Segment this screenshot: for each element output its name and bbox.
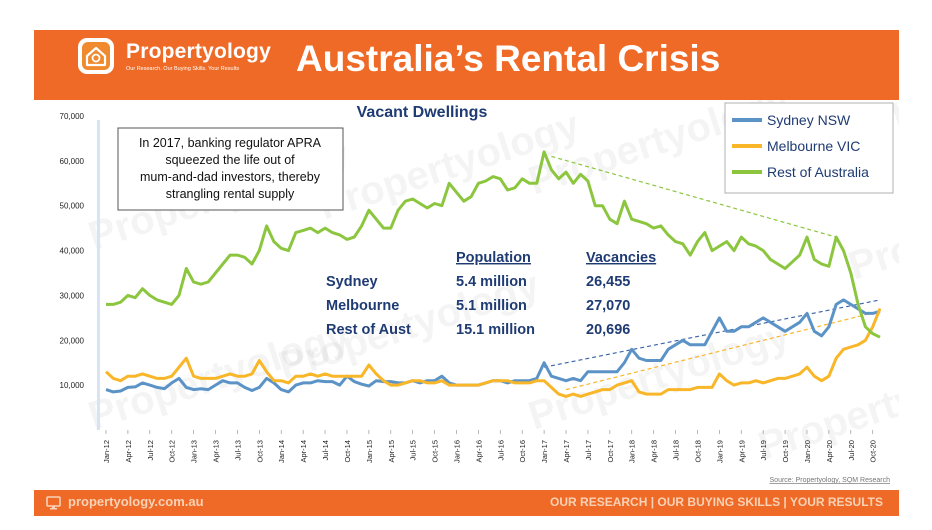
- series-line-rest-of-australia: [106, 150, 881, 339]
- stats-cell: 27,070: [586, 298, 630, 314]
- logo-house-icon: [82, 42, 110, 70]
- stats-cell: Sydney: [326, 274, 378, 290]
- x-tick-label: Jan-16: [452, 440, 461, 463]
- stats-cell: Rest of Aust: [326, 322, 411, 338]
- y-tick-label: 50,000: [60, 202, 85, 211]
- trendline-melbourne-vic: [565, 310, 881, 391]
- footer-banner: propertyology.com.au OUR RESEARCH | OUR …: [34, 490, 899, 516]
- monitor-icon: [46, 496, 61, 510]
- x-tick-label: Jul-12: [146, 440, 155, 460]
- x-axis-ticks: Jan-12 Apr-12 Jul-12 Oct-12 Jan-13 Apr-13 Jul-…: [102, 430, 878, 463]
- y-axis-ticks: 10,000 20,000 30,000 40,000 50,000 60,000 70,0…: [60, 112, 85, 390]
- x-tick-label: Jan-18: [628, 440, 637, 463]
- x-tick-label: Apr-15: [387, 440, 396, 463]
- x-tick-label: Apr-16: [474, 440, 483, 463]
- y-tick-label: 70,000: [60, 112, 85, 121]
- x-tick-label: Jul-15: [409, 440, 418, 460]
- series-lines: [104, 150, 882, 398]
- x-tick-label: Jan-20: [803, 440, 812, 463]
- legend: Sydney NSW Melbourne VIC Rest of Australia: [724, 102, 894, 194]
- x-tick-label: Apr-19: [737, 440, 746, 463]
- x-tick-label: Apr-14: [299, 440, 308, 463]
- trendline-rest-of-australia: [551, 155, 837, 238]
- x-tick-label: Apr-18: [650, 440, 659, 463]
- legend-label: Rest of Australia: [767, 164, 869, 180]
- y-axis-line: [97, 120, 100, 430]
- source-note: Source: Propertyology, SQM Research: [770, 477, 891, 484]
- page-title: Australia’s Rental Crisis: [296, 38, 721, 79]
- legend-label: Sydney NSW: [767, 112, 851, 128]
- x-tick-label: Jul-20: [847, 440, 856, 460]
- x-tick-label: Jan-17: [540, 440, 549, 463]
- chart-area: Propertyology Propertyology Propertyology P…: [34, 53, 932, 490]
- stats-cell: 20,696: [586, 322, 630, 338]
- x-tick-label: Jul-13: [233, 440, 242, 460]
- footer-tagline: OUR RESEARCH | OUR BUYING SKILLS | YOUR …: [550, 495, 883, 509]
- legend-label: Melbourne VIC: [767, 138, 860, 154]
- x-tick-label: Oct-18: [693, 440, 702, 463]
- x-tick-label: Apr-12: [124, 440, 133, 463]
- x-tick-label: Oct-19: [781, 440, 790, 463]
- stats-cell: Melbourne: [326, 298, 399, 314]
- stats-header: Population: [456, 250, 531, 266]
- series-line-melbourne-vic: [104, 308, 882, 398]
- annotation-text: In 2017, banking regulator APRA squeezed …: [139, 136, 322, 201]
- x-tick-label: Oct-17: [606, 440, 615, 463]
- x-tick-label: Jan-12: [102, 440, 111, 463]
- x-tick-label: Jul-19: [759, 440, 768, 460]
- stats-cell: 5.1 million: [456, 298, 527, 314]
- y-tick-label: 30,000: [60, 291, 85, 300]
- x-tick-label: Apr-13: [212, 440, 221, 463]
- stats-table: Population Vacancies Sydney 5.4 million 26,4…: [326, 250, 656, 338]
- brand-tagline: Our Research. Our Buying Skills. Your Re…: [126, 66, 240, 72]
- logo-icon: [78, 38, 114, 74]
- x-tick-label: Oct-15: [431, 440, 440, 463]
- x-tick-label: Oct-12: [168, 440, 177, 463]
- x-tick-label: Oct-14: [343, 440, 352, 463]
- x-tick-label: Apr-20: [825, 440, 834, 463]
- stats-cell: 15.1 million: [456, 322, 535, 338]
- x-tick-label: Jul-14: [321, 440, 330, 460]
- x-tick-label: Jan-13: [190, 440, 199, 463]
- header-banner: Propertyology Our Research. Our Buying S…: [34, 30, 899, 100]
- y-tick-label: 60,000: [60, 157, 85, 166]
- x-tick-label: Oct-20: [869, 440, 878, 463]
- y-tick-label: 40,000: [60, 247, 85, 256]
- x-tick-label: Jan-19: [715, 440, 724, 463]
- x-tick-label: Apr-17: [562, 440, 571, 463]
- stats-cell: 26,455: [586, 274, 630, 290]
- x-tick-label: Jan-15: [365, 440, 374, 463]
- brand-name: Propertyology: [126, 40, 271, 63]
- vacant-dwellings-chart: PropertyologyPropertyologyPropertyologyP…: [60, 53, 932, 484]
- annotation-box: In 2017, banking regulator APRA squeezed …: [117, 127, 344, 211]
- x-tick-label: Jul-17: [584, 440, 593, 460]
- y-tick-label: 10,000: [60, 381, 85, 390]
- x-tick-label: Oct-16: [518, 440, 527, 463]
- x-tick-label: Jul-16: [496, 440, 505, 460]
- watermark-text: Propertyology: [523, 313, 795, 439]
- chart-title: Vacant Dwellings: [357, 104, 488, 121]
- footer-url[interactable]: propertyology.com.au: [68, 494, 204, 509]
- x-tick-label: Oct-13: [255, 440, 264, 463]
- stats-header: Vacancies: [586, 250, 656, 266]
- x-tick-label: Jul-18: [672, 440, 681, 460]
- y-tick-label: 20,000: [60, 336, 85, 345]
- stats-cell: 5.4 million: [456, 274, 527, 290]
- x-tick-label: Jan-14: [277, 440, 286, 463]
